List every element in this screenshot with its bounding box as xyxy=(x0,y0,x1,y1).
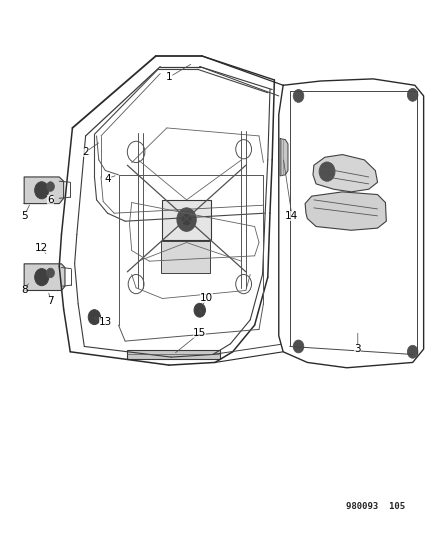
FancyBboxPatch shape xyxy=(161,241,209,273)
Text: 14: 14 xyxy=(285,211,298,221)
Text: 12: 12 xyxy=(35,243,48,253)
Text: 15: 15 xyxy=(193,328,206,338)
FancyBboxPatch shape xyxy=(162,200,210,240)
Circle shape xyxy=(177,208,196,231)
Polygon shape xyxy=(312,155,377,192)
Text: 8: 8 xyxy=(21,286,28,295)
Text: 3: 3 xyxy=(353,344,360,354)
Polygon shape xyxy=(279,139,287,176)
Circle shape xyxy=(318,162,334,181)
Circle shape xyxy=(35,182,49,199)
Text: 6: 6 xyxy=(47,195,54,205)
Text: 2: 2 xyxy=(82,147,89,157)
Text: 7: 7 xyxy=(47,296,54,306)
Circle shape xyxy=(46,182,54,191)
Circle shape xyxy=(293,340,303,353)
Circle shape xyxy=(35,269,49,286)
FancyBboxPatch shape xyxy=(127,350,219,359)
Circle shape xyxy=(182,214,191,225)
Circle shape xyxy=(406,345,417,358)
Circle shape xyxy=(293,90,303,102)
Polygon shape xyxy=(304,192,385,230)
Text: 5: 5 xyxy=(21,211,28,221)
Circle shape xyxy=(46,268,54,278)
Polygon shape xyxy=(24,264,65,290)
Circle shape xyxy=(88,310,100,325)
Text: 980093  105: 980093 105 xyxy=(345,502,404,511)
Text: 13: 13 xyxy=(99,318,112,327)
Text: 1: 1 xyxy=(165,72,172,82)
Text: 10: 10 xyxy=(199,294,212,303)
Polygon shape xyxy=(24,177,64,204)
Circle shape xyxy=(406,88,417,101)
Text: 4: 4 xyxy=(104,174,111,183)
Circle shape xyxy=(194,303,205,317)
